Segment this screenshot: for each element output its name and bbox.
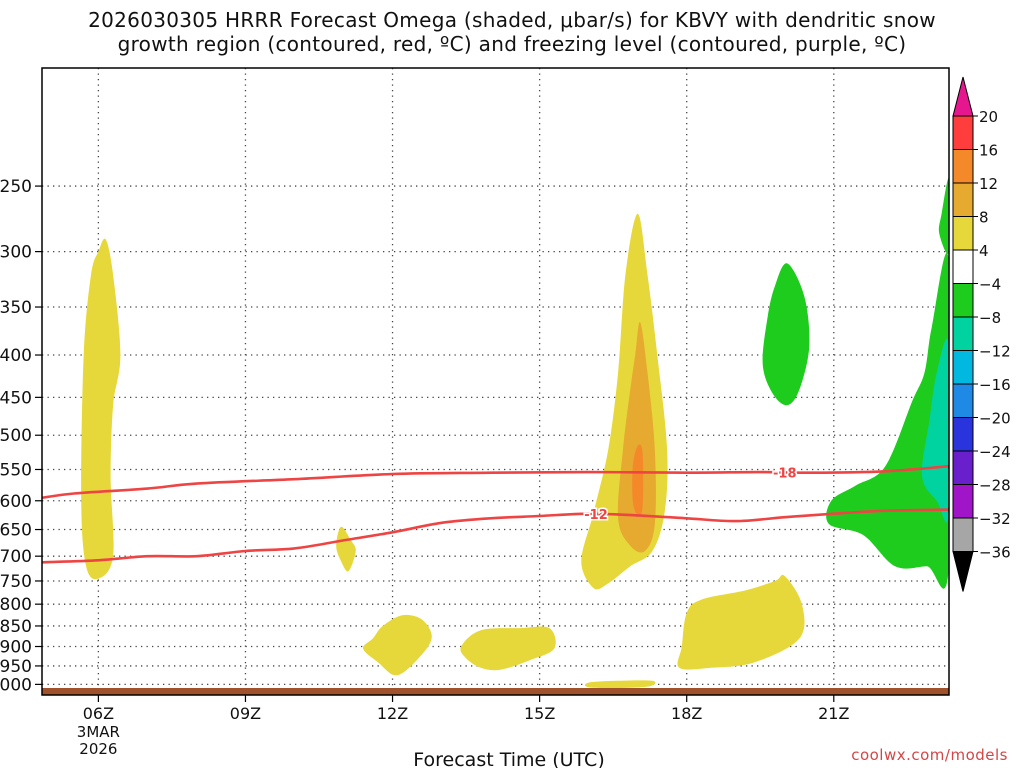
omega-shading xyxy=(81,178,949,689)
x-tick-label-12Z: 12Z xyxy=(377,704,408,723)
y-tick-label-750: 750 xyxy=(0,572,32,592)
isotherm-line--18 xyxy=(42,464,949,500)
omega-region-rising-19Z xyxy=(677,574,805,670)
colorbar-label-−16: −16 xyxy=(979,376,1011,394)
omega-region-sinking-20Z xyxy=(762,263,810,406)
colorbar-label-12: 12 xyxy=(979,175,998,193)
colorbar-swatch-20 xyxy=(952,115,974,150)
y-tick-label-400: 400 xyxy=(0,346,32,366)
colorbar-swatch-−24 xyxy=(952,450,974,485)
colorbar-label-8: 8 xyxy=(979,209,989,227)
watermark: coolwx.com/models xyxy=(851,746,1008,764)
omega-region-rising-06Z xyxy=(81,238,121,580)
colorbar-label-−36: −36 xyxy=(979,544,1011,562)
y-tick-label-700: 700 xyxy=(0,547,32,567)
omega-region-rising-11Z xyxy=(336,526,356,572)
y-tick-label-650: 650 xyxy=(0,521,32,541)
colorbar-bottom-arrow xyxy=(952,551,974,592)
x-tick-label-06Z: 06Z xyxy=(83,704,114,723)
colorbar: 20 16 12 8 4 −4 −8 −12 −16 −20 −24 −28 −32 −36 xyxy=(952,76,1011,592)
omega-region-rising-17Z-core xyxy=(632,444,644,516)
chart-title-line-2: growth region (contoured, red, ºC) and f… xyxy=(117,32,907,56)
isotherm-label--18: -18 xyxy=(773,466,797,481)
chart-title-line-1: 2026030305 HRRR Forecast Omega (shaded, … xyxy=(88,8,936,32)
y-tick-label-250: 250 xyxy=(0,177,32,197)
plot-frame xyxy=(41,67,950,696)
colorbar-swatch-−8 xyxy=(952,316,974,351)
colorbar-label-−24: −24 xyxy=(979,443,1011,461)
colorbar-label-4: 4 xyxy=(979,242,989,260)
y-tick-label-550: 550 xyxy=(0,460,32,480)
omega-region-rising-12Z xyxy=(363,614,432,676)
omega-region-rising-17Z-middle xyxy=(617,321,656,553)
colorbar-swatch-−32 xyxy=(952,517,974,552)
omega-region-rising-14Z xyxy=(460,626,556,671)
colorbar-swatch-16 xyxy=(952,149,974,184)
colorbar-label-−28: −28 xyxy=(979,477,1011,495)
omega-region-sinking-23Z-top xyxy=(938,178,949,254)
colorbar-swatch-−20 xyxy=(952,417,974,452)
colorbar-label-−20: −20 xyxy=(979,410,1011,428)
isotherm-label--12: -12 xyxy=(584,508,608,523)
y-tick-label-300: 300 xyxy=(0,243,32,263)
x-tick-label-18Z: 18Z xyxy=(671,704,702,723)
colorbar-swatch-−12 xyxy=(952,350,974,385)
omega-region-sinking-23Z-main xyxy=(826,253,949,589)
isotherm-contours: -18 -12 xyxy=(42,464,949,564)
colorbar-label-−12: −12 xyxy=(979,343,1011,361)
y-tick-label-600: 600 xyxy=(0,492,32,512)
y-tick-label-1000: 1000 xyxy=(0,675,32,695)
y-axis: 2503003504004505005506006507007508008509… xyxy=(0,177,42,695)
omega-region-rising-17Z-sliver xyxy=(584,680,656,689)
y-tick-label-500: 500 xyxy=(0,426,32,446)
x-tick-label-09Z: 09Z xyxy=(230,704,261,723)
colorbar-swatch-−16 xyxy=(952,383,974,418)
colorbar-label-20: 20 xyxy=(979,108,998,126)
colorbar-swatch-4 xyxy=(952,249,974,284)
grid-lines xyxy=(42,68,949,695)
colorbar-swatch-12 xyxy=(952,182,974,217)
omega-region-sinking-23Z-stronger xyxy=(921,338,949,523)
y-tick-label-950: 950 xyxy=(0,657,32,677)
colorbar-label-16: 16 xyxy=(979,142,998,160)
colorbar-swatch-−4 xyxy=(952,283,974,318)
y-tick-label-350: 350 xyxy=(0,298,32,318)
x-tick-sublabel-2026: 2026 xyxy=(79,740,117,758)
x-tick-label-15Z: 15Z xyxy=(524,704,555,723)
x-tick-label-21Z: 21Z xyxy=(818,704,849,723)
y-tick-label-450: 450 xyxy=(0,388,32,408)
isotherm-line--12 xyxy=(42,508,949,564)
x-tick-sublabel-3mar: 3MAR xyxy=(77,723,120,741)
y-tick-label-800: 800 xyxy=(0,595,32,615)
terrain-strip xyxy=(42,688,949,695)
x-axis-title: Forecast Time (UTC) xyxy=(413,749,604,768)
colorbar-swatch-−28 xyxy=(952,484,974,519)
colorbar-label-−32: −32 xyxy=(979,510,1011,528)
y-tick-label-850: 850 xyxy=(0,617,32,637)
colorbar-swatch-8 xyxy=(952,216,974,251)
colorbar-top-arrow xyxy=(952,76,974,117)
colorbar-label-−8: −8 xyxy=(979,309,1001,327)
colorbar-label-−4: −4 xyxy=(979,276,1001,294)
y-tick-label-900: 900 xyxy=(0,638,32,658)
